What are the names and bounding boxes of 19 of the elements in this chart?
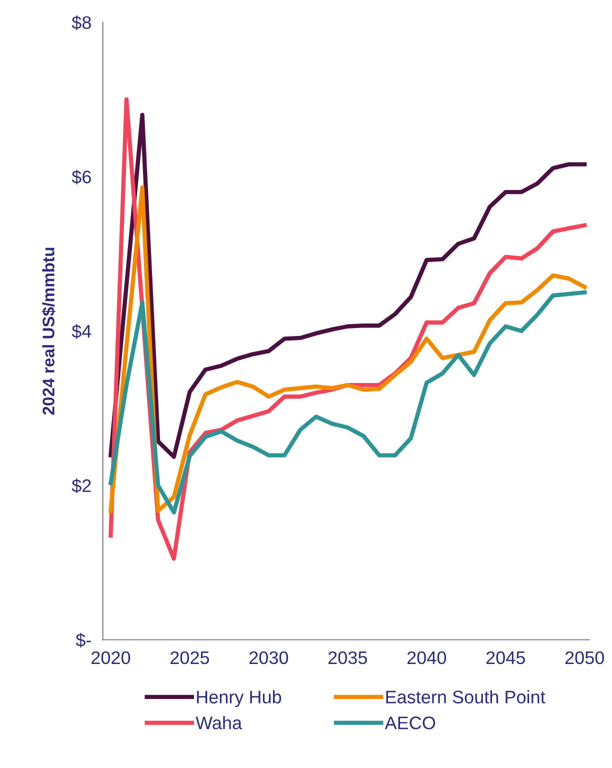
- x-tick-label: 2025: [170, 651, 210, 664]
- x-tick-label: 2045: [486, 651, 525, 664]
- line-series: [108, 290, 587, 514]
- y-tick-label: $4: [72, 324, 92, 339]
- legend-label: Waha: [196, 716, 242, 730]
- x-tick-label: 2020: [92, 651, 130, 664]
- x-tick-label: 2040: [407, 651, 446, 664]
- x-tick-label: 2030: [250, 651, 288, 664]
- y-tick-label: $8: [72, 15, 91, 30]
- line-series: [108, 112, 587, 459]
- y-tick-label: $2: [72, 478, 91, 494]
- y-tick-label: $6: [72, 170, 91, 184]
- x-tick-label: 2050: [565, 651, 604, 664]
- x-tick-label: 2035: [328, 651, 367, 664]
- legend-label: Henry Hub: [197, 690, 282, 708]
- legend-label: AECO: [384, 716, 436, 730]
- legend-label: Eastern South Point: [386, 690, 546, 704]
- y-axis-title: 2024 real US$/mmbtu: [42, 248, 56, 415]
- y-tick-label: $-: [76, 632, 91, 648]
